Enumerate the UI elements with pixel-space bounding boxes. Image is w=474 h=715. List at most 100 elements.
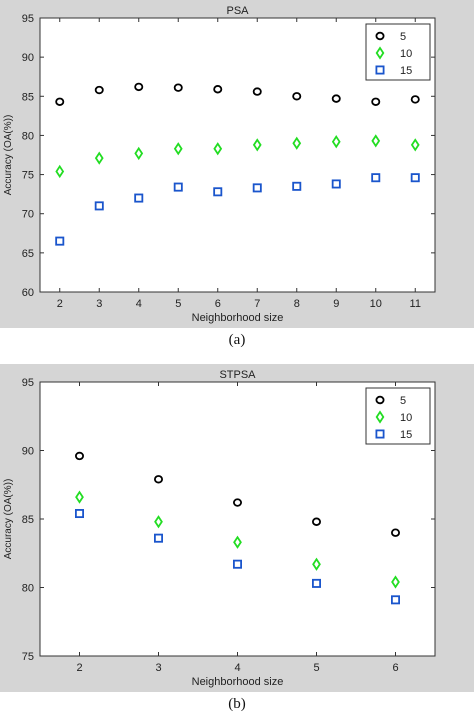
chart1-x-tick-label: 4 (234, 662, 240, 674)
chart0-point-15-4 (134, 193, 144, 203)
chart1-point-5-5 (311, 517, 321, 526)
chart1-legend-label-15: 15 (400, 429, 412, 441)
chart0-point-15-6 (213, 187, 223, 197)
chart1-point-10-2 (75, 490, 84, 504)
chart0-point-5-5 (173, 83, 183, 92)
chart0-point-15-8 (292, 181, 302, 191)
chart0-point-15-10 (371, 173, 381, 183)
chart0-x-tick-label: 11 (410, 298, 421, 310)
chart0-legend-marker-10 (375, 46, 385, 60)
chart0-point-10-11 (410, 138, 420, 152)
chart1-title: STPSA (219, 369, 256, 381)
chart0-y-axis-label: Accuracy (OA(%)) (3, 115, 14, 196)
chart0-x-tick-label: 3 (96, 298, 102, 310)
chart0-legend-label-15: 15 (400, 65, 412, 77)
chart1-y-tick-label: 85 (22, 514, 34, 526)
chart1-series-10 (75, 490, 400, 589)
chart0-point-10-8 (292, 136, 302, 150)
chart0-point-15-9 (331, 179, 341, 189)
chart1-legend-label-10: 10 (400, 412, 412, 424)
chart0-series-10 (55, 134, 420, 179)
chart1-legend: 5 10 15 (365, 387, 431, 445)
chart1-y-tick-label: 95 (22, 377, 34, 389)
chart0-x-tick-label: 6 (215, 298, 221, 310)
chart0-legend-label-10: 10 (400, 48, 412, 60)
chart0-point-15-7 (252, 183, 262, 193)
chart-b: STPSA Neighborhood size Accuracy (OA(%)) 75… (3, 369, 436, 688)
chart1-point-10-3 (154, 515, 163, 529)
chart0-point-5-10 (371, 97, 381, 106)
chart0-y-tick-label: 75 (22, 170, 34, 182)
chart-panel-b: STPSA Neighborhood size Accuracy (OA(%)) 75… (0, 364, 474, 692)
chart1-x-tick-label: 2 (76, 662, 82, 674)
chart0-y-tick-label: 60 (22, 287, 34, 299)
chart1-x-tick-label: 6 (392, 662, 398, 674)
chart1-x-tick-label: 5 (313, 662, 319, 674)
chart1-legend-marker-5 (375, 395, 385, 405)
chart1-point-15-4 (232, 559, 242, 569)
chart0-x-tick-label: 9 (333, 298, 339, 310)
chart1-point-15-6 (390, 595, 400, 605)
caption-a: (a) (228, 332, 246, 348)
chart1-point-15-3 (153, 533, 163, 543)
chart1-y-tick-label: 75 (22, 651, 34, 663)
chart0-point-10-7 (252, 138, 262, 152)
chart0-legend: 5 10 15 (365, 23, 431, 81)
chart0-point-10-4 (134, 146, 144, 161)
chart1-series-5 (75, 451, 400, 537)
chart1-point-10-5 (312, 557, 321, 571)
chart0-point-15-3 (94, 201, 104, 211)
chart0-y-tick-label: 95 (22, 13, 34, 25)
chart0-point-5-4 (134, 82, 144, 92)
chart0-x-tick-label: 8 (294, 298, 300, 310)
chart0-point-5-2 (55, 97, 65, 106)
chart0-point-15-2 (55, 236, 65, 246)
chart1-point-5-6 (390, 528, 400, 537)
chart0-point-5-7 (252, 87, 262, 96)
chart0-series-15 (55, 173, 420, 246)
chart0-point-10-2 (55, 164, 65, 179)
chart0-point-10-6 (213, 142, 223, 156)
chart0-x-tick-label: 7 (254, 298, 260, 310)
chart1-y-tick-label: 90 (22, 446, 34, 458)
chart0-y-tick-label: 65 (22, 248, 34, 260)
chart0-y-tick-label: 85 (22, 91, 34, 103)
chart0-x-tick-label: 4 (136, 298, 142, 310)
chart0-x-tick-label: 5 (175, 298, 181, 310)
chart1-point-5-4 (232, 498, 242, 507)
chart1-legend-marker-10 (375, 410, 385, 424)
chart1-point-15-2 (75, 509, 85, 519)
chart0-point-10-5 (173, 142, 183, 156)
chart1-x-tick-label: 3 (155, 662, 161, 674)
chart0-point-5-6 (213, 85, 223, 94)
chart0-legend-marker-15 (375, 65, 385, 75)
chart0-point-15-11 (410, 173, 420, 183)
chart0-point-10-10 (371, 134, 381, 148)
chart0-point-5-3 (94, 85, 104, 95)
chart0-point-10-9 (331, 135, 341, 149)
chart0-title: PSA (226, 5, 249, 17)
caption-b: (b) (228, 696, 246, 712)
chart1-point-10-4 (233, 535, 242, 549)
chart0-legend-marker-5 (375, 31, 385, 41)
chart0-point-15-5 (173, 182, 183, 192)
chart0-series-5 (55, 82, 420, 106)
chart0-point-10-3 (94, 151, 104, 165)
chart0-x-tick-label: 2 (57, 298, 63, 310)
chart1-point-15-5 (311, 578, 321, 588)
chart1-y-axis-label: Accuracy (OA(%)) (3, 479, 14, 560)
chart0-point-5-8 (292, 92, 302, 101)
chart0-y-tick-label: 70 (22, 209, 34, 221)
chart0-x-tick-label: 10 (370, 298, 382, 310)
chart1-legend-marker-15 (375, 429, 385, 439)
chart1-legend-label-5: 5 (400, 395, 406, 407)
chart0-legend-label-5: 5 (400, 31, 406, 43)
chart1-x-axis-label: Neighborhood size (192, 676, 284, 688)
chart1-point-5-2 (75, 451, 85, 461)
chart1-point-10-6 (391, 575, 400, 589)
chart1-point-5-3 (153, 475, 163, 484)
chart1-series-15 (75, 509, 400, 605)
chart0-point-5-11 (410, 95, 420, 104)
chart1-y-tick-label: 80 (22, 583, 34, 595)
